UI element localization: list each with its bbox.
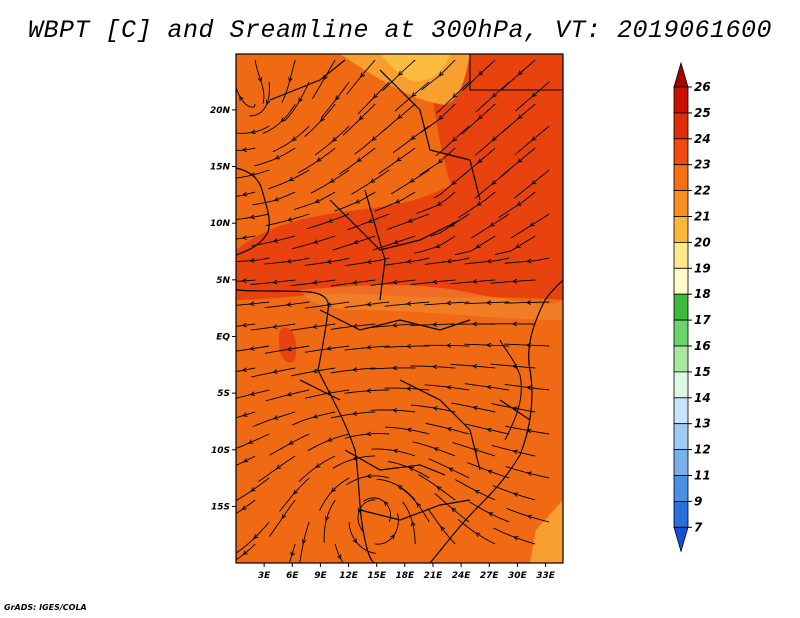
colorbar-label: 26 bbox=[694, 80, 711, 94]
colorbar-box bbox=[673, 449, 689, 476]
colorbar-label: 11 bbox=[694, 469, 711, 483]
colorbar-label: 18 bbox=[694, 287, 711, 301]
chart-title: WBPT [C] and Sreamline at 300hPa, VT: 20… bbox=[27, 16, 773, 45]
colorbar-box bbox=[673, 241, 689, 269]
colorbar-label: 9 bbox=[694, 494, 702, 508]
lat-label: 20N bbox=[210, 106, 231, 116]
colorbar-label: 17 bbox=[694, 313, 711, 327]
colorbar-box bbox=[673, 397, 689, 425]
colorbar-box bbox=[673, 138, 689, 166]
coastline-borders bbox=[236, 54, 563, 563]
colorbar-box bbox=[673, 319, 689, 347]
colorbar-box bbox=[673, 112, 689, 140]
lat-label: 10N bbox=[210, 219, 231, 229]
lon-label: 33E bbox=[536, 571, 556, 581]
colorbar-label: 13 bbox=[694, 417, 711, 431]
colorbar-label: 25 bbox=[694, 106, 711, 120]
colorbar-label: 20 bbox=[694, 235, 711, 249]
colorbar-box bbox=[673, 190, 689, 217]
colorbar-label: 14 bbox=[694, 391, 711, 405]
lon-label: 18E bbox=[395, 571, 415, 581]
lon-label: 6E bbox=[286, 571, 299, 581]
colorbar-box bbox=[673, 164, 689, 191]
colorbar-label: 15 bbox=[694, 365, 711, 379]
colorbar-box bbox=[673, 345, 689, 373]
grads-credit: GrADS: IGES/COLA bbox=[4, 603, 87, 612]
colorbar-box bbox=[673, 86, 689, 114]
colorbar-box bbox=[673, 293, 689, 321]
colorbar-box bbox=[673, 216, 689, 243]
lon-label: 3E bbox=[258, 571, 271, 581]
colorbar-label: 7 bbox=[694, 520, 703, 534]
colorbar-bottom-arrow bbox=[673, 526, 689, 553]
lat-label: 10S bbox=[211, 446, 230, 456]
colorbar-box bbox=[673, 371, 689, 399]
lat-label: 5N bbox=[216, 276, 230, 286]
lon-label: 30E bbox=[508, 571, 528, 581]
colorbar-box bbox=[673, 267, 689, 295]
lat-label: 15N bbox=[210, 163, 231, 173]
lat-label: EQ bbox=[216, 333, 230, 343]
lat-label: 15S bbox=[211, 502, 230, 512]
axis-ticks: 20N 15N 10N 5N EQ 5S 10S 15S 3E 6E 9E 12E 15E 18E 21E 2… bbox=[210, 106, 556, 581]
lon-label: 12E bbox=[339, 571, 359, 581]
colorbar-label: 16 bbox=[694, 339, 711, 353]
lon-label: 15E bbox=[367, 571, 387, 581]
colorbar-label: 23 bbox=[694, 158, 711, 172]
lon-label: 21E bbox=[424, 571, 444, 581]
colorbar-top-arrow bbox=[673, 61, 689, 88]
colorbar-label: 22 bbox=[694, 184, 711, 198]
colorbar-label: 12 bbox=[694, 443, 711, 457]
colorbar: 26 25 24 23 22 21 20 19 18 17 16 15 14 13 12 11 9 7 bbox=[673, 61, 711, 553]
colorbar-label: 21 bbox=[694, 210, 711, 224]
lon-label: 9E bbox=[314, 571, 327, 581]
lon-label: 27E bbox=[480, 571, 500, 581]
colorbar-box bbox=[673, 500, 689, 528]
lon-label: 24E bbox=[452, 571, 472, 581]
colorbar-label: 24 bbox=[694, 132, 711, 146]
colorbar-label: 19 bbox=[694, 261, 711, 275]
colorbar-box bbox=[673, 423, 689, 451]
colorbar-box bbox=[673, 475, 689, 502]
map-frame bbox=[235, 53, 564, 564]
lat-label: 5S bbox=[217, 389, 230, 399]
